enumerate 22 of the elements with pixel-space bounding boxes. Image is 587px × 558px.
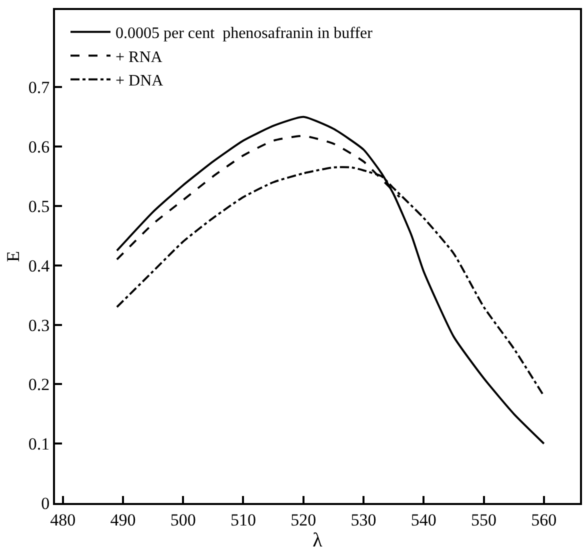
x-tick-label: 510 bbox=[230, 510, 256, 530]
y-tick-label: 0.2 bbox=[28, 375, 50, 394]
x-tick-label: 560 bbox=[531, 510, 557, 530]
y-tick-label: 0 bbox=[41, 494, 50, 513]
x-tick-label: 540 bbox=[410, 510, 436, 530]
x-tick-label: 530 bbox=[350, 510, 376, 530]
y-axis-title: E bbox=[3, 251, 24, 262]
legend-label: + DNA bbox=[116, 72, 164, 90]
legend-label: 0.0005 per cent phenosafranin in buffer bbox=[116, 25, 374, 42]
x-tick-label: 480 bbox=[50, 510, 76, 530]
x-tick-label: 550 bbox=[471, 510, 497, 530]
y-tick-label: 0.6 bbox=[28, 138, 50, 157]
y-tick-label: 0.4 bbox=[28, 256, 50, 276]
x-tick-label: 520 bbox=[290, 510, 316, 530]
y-tick-label: 0.7 bbox=[28, 78, 50, 98]
x-tick-label: 500 bbox=[170, 510, 196, 530]
x-tick-label: 490 bbox=[110, 510, 136, 530]
y-tick-label: 0.3 bbox=[28, 316, 50, 335]
y-tick-label: 0.1 bbox=[28, 434, 50, 454]
y-tick-label: 0.5 bbox=[28, 196, 50, 216]
legend-label: + RNA bbox=[116, 48, 163, 66]
x-axis-title: λ bbox=[312, 529, 323, 552]
